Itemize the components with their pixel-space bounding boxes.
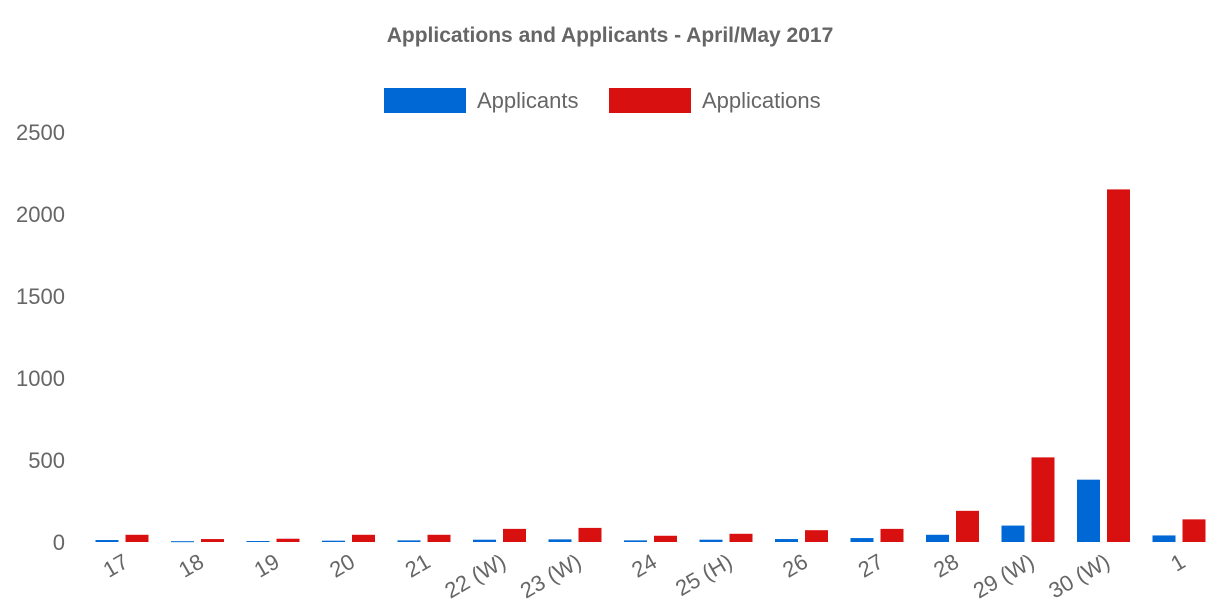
- bar-applicants: [699, 539, 723, 542]
- bar-applicants: [850, 538, 874, 542]
- x-tick-label: 27: [854, 549, 888, 583]
- chart-title: Applications and Applicants - April/May …: [387, 24, 834, 47]
- y-tick-label: 1500: [16, 284, 65, 309]
- bar-applicants: [322, 540, 345, 542]
- legend-swatch-applications: [609, 88, 691, 113]
- bar-applicants: [397, 540, 421, 542]
- bar-applications: [201, 539, 224, 542]
- bar-applications: [654, 535, 677, 542]
- bar-applications: [805, 530, 828, 542]
- x-tick-label: 21: [401, 549, 435, 583]
- bar-applications: [1182, 519, 1206, 542]
- y-tick-label: 0: [53, 530, 65, 555]
- bars: [95, 189, 1206, 543]
- x-tick-label: 25 (H): [671, 549, 736, 601]
- x-tick-label: 22 (W): [440, 549, 510, 604]
- legend-label-applications: Applications: [702, 88, 821, 113]
- bar-applications: [427, 534, 451, 542]
- y-tick-label: 2500: [16, 120, 65, 145]
- y-tick-label: 2000: [16, 202, 65, 227]
- y-axis: 0 500 1000 1500 2000 2500: [16, 120, 65, 555]
- bar-applicants: [95, 540, 119, 542]
- x-tick-label: 30 (W): [1044, 549, 1114, 604]
- bar-applications: [956, 510, 979, 542]
- bar-applicants: [473, 539, 496, 542]
- x-tick-label: 24: [627, 549, 661, 583]
- legend: Applicants Applications: [384, 88, 821, 113]
- x-tick-label: 20: [325, 549, 359, 583]
- x-tick-label: 17: [99, 549, 133, 583]
- bar-applicants: [624, 540, 647, 542]
- bar-applications: [503, 528, 526, 542]
- x-tick-label: 28: [929, 549, 963, 583]
- x-tick-label: 23 (W): [516, 549, 586, 604]
- x-tick-label: 26: [778, 549, 812, 583]
- bar-applicants: [1001, 525, 1025, 542]
- bar-applications: [578, 527, 602, 542]
- bar-applications: [729, 533, 753, 542]
- y-tick-label: 1000: [16, 366, 65, 391]
- bar-applicants: [171, 541, 194, 543]
- y-tick-label: 500: [28, 448, 65, 473]
- bar-applications: [1107, 189, 1130, 542]
- bar-applicants: [1152, 535, 1176, 542]
- x-tick-label: 18: [174, 549, 208, 583]
- legend-label-applicants: Applicants: [477, 88, 579, 113]
- bar-applicants: [548, 539, 572, 542]
- bar-applicants: [246, 541, 270, 543]
- legend-swatch-applicants: [384, 88, 466, 113]
- bar-applicants: [926, 534, 949, 542]
- x-tick-label: 29 (W): [969, 549, 1039, 604]
- bar-applicants: [775, 539, 798, 542]
- x-axis: 17 18 19 20 21 22 (W) 23 (W) 24 25 (H) 26 27 28 29 (…: [99, 549, 1190, 604]
- bar-applications: [1031, 457, 1055, 542]
- bar-applications: [352, 534, 375, 542]
- x-tick-label: 19: [250, 549, 284, 583]
- bar-applications: [276, 538, 300, 542]
- x-tick-label: 1: [1166, 549, 1189, 577]
- bar-applications: [880, 528, 904, 542]
- bar-applications: [125, 534, 149, 542]
- bar-applicants: [1077, 479, 1100, 542]
